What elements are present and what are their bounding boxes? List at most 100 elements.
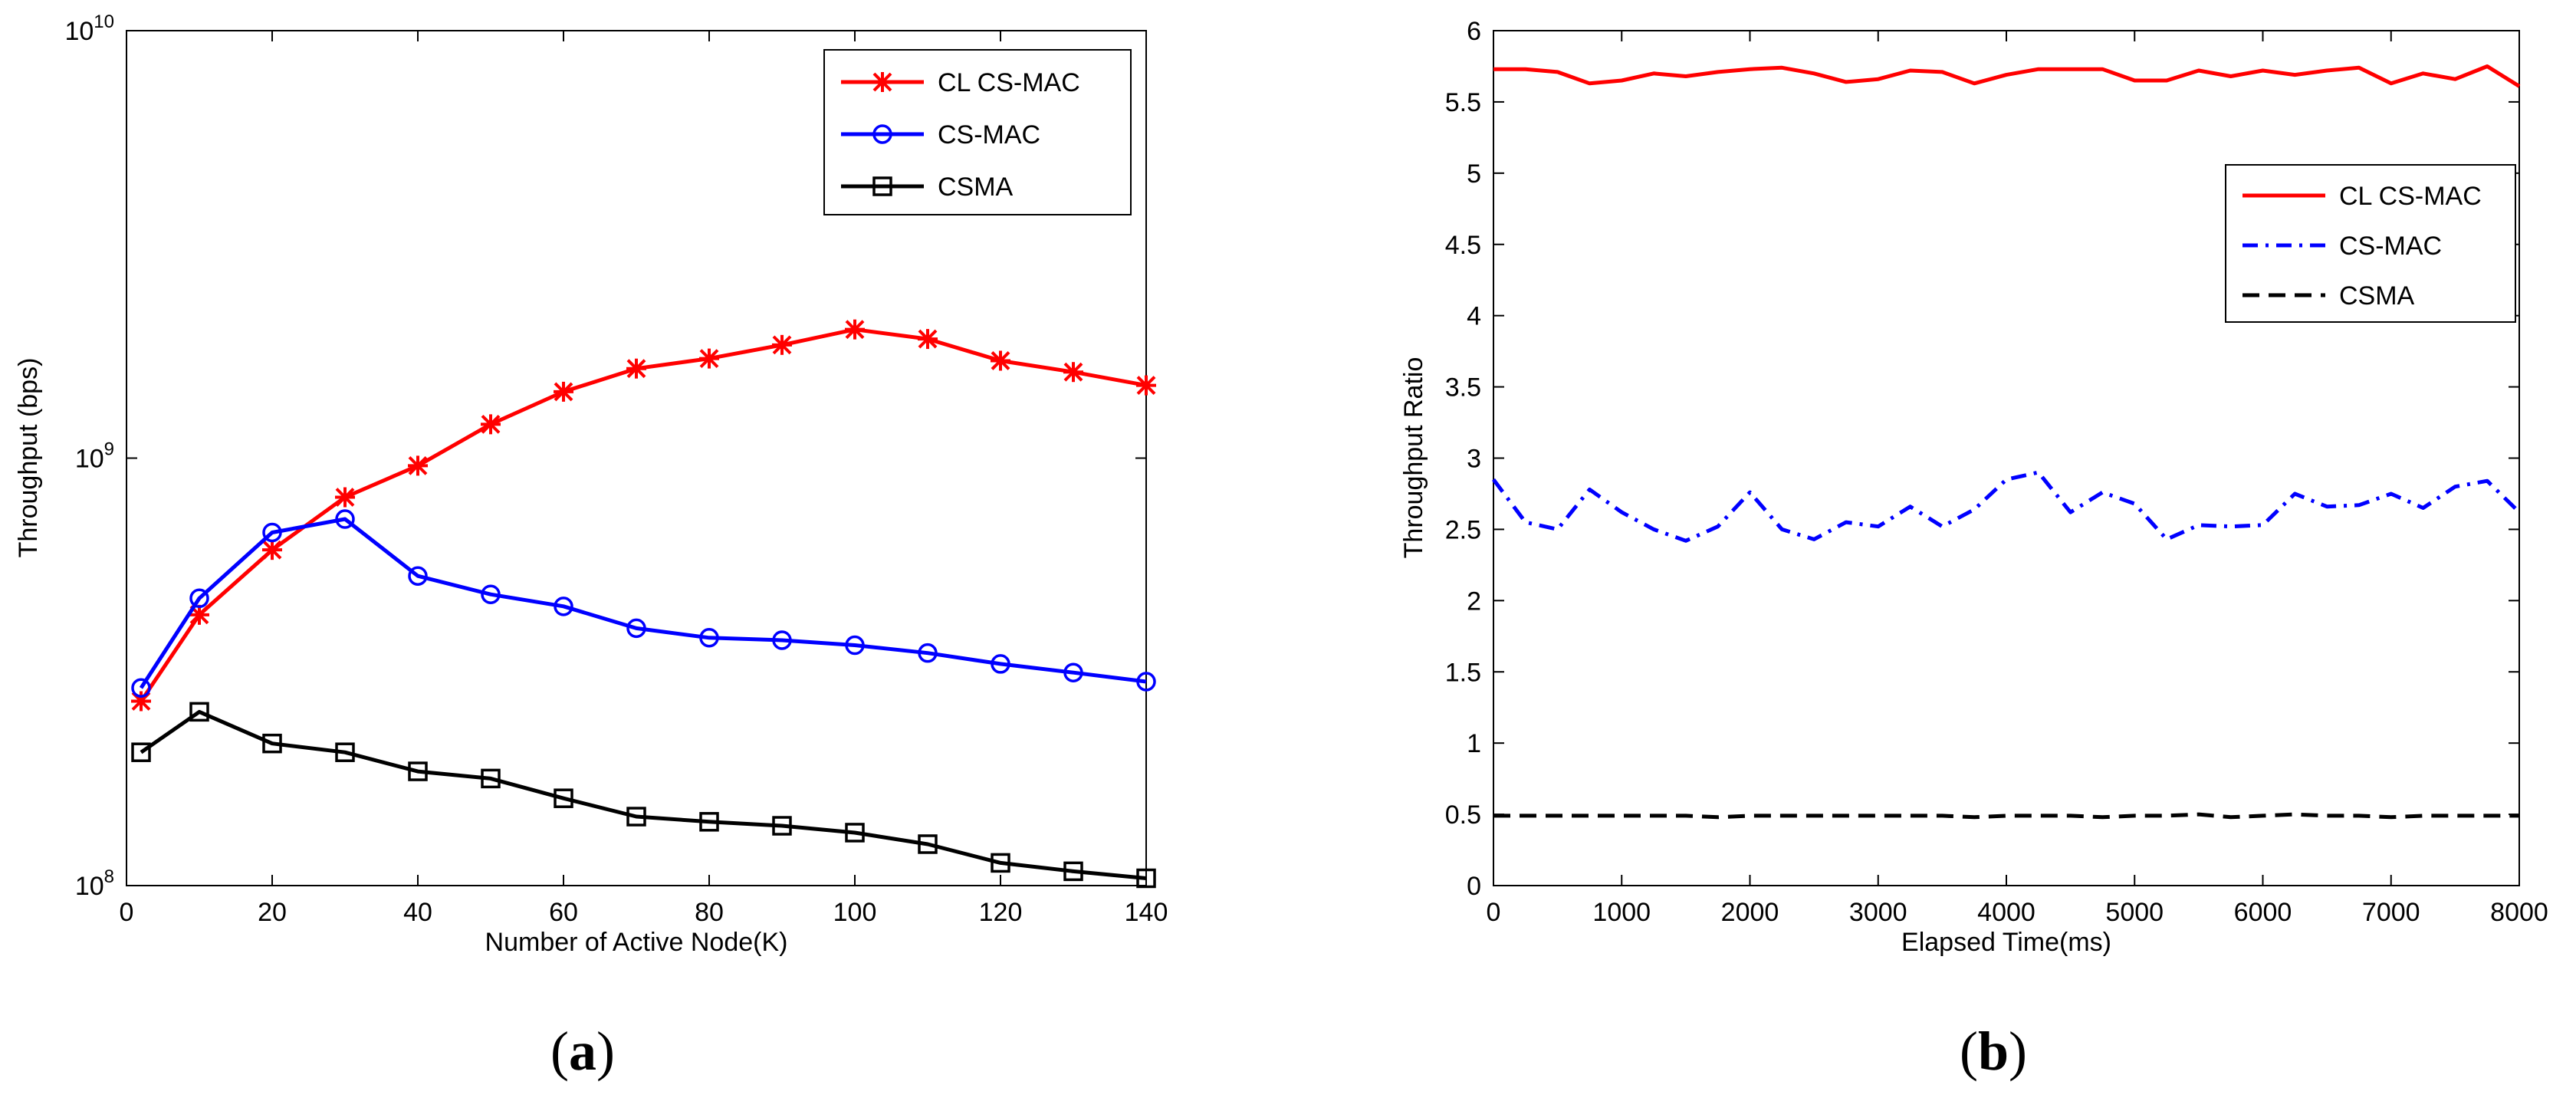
x-tick-label: 7000 [2362, 898, 2420, 927]
x-axis-label-a: Number of Active Node(K) [485, 928, 788, 957]
x-tick-label: 1000 [1592, 898, 1651, 927]
data-point-marker [626, 358, 646, 379]
star-stroke [772, 335, 792, 355]
data-point-marker [554, 788, 573, 808]
y-tick-label: 5.5 [1445, 88, 1481, 117]
y-tick-label-base: 10 [75, 872, 104, 901]
data-point-marker [335, 487, 355, 508]
y-tick-label-exponent: 8 [104, 866, 114, 887]
data-point-marker [335, 742, 355, 762]
panel-label-a: (a) [550, 1021, 615, 1082]
data-point-marker [845, 635, 865, 656]
y-tick-label-exponent: 10 [94, 12, 114, 32]
data-point-marker [1063, 362, 1083, 383]
data-point-marker [408, 566, 428, 586]
star-stroke [845, 320, 865, 340]
data-point-marker [481, 584, 501, 604]
data-point-marker [845, 319, 865, 340]
data-point-marker [408, 455, 428, 476]
y-tick-label: 2.5 [1445, 515, 1481, 544]
legend-label: CSMA [938, 173, 1014, 202]
data-point-marker [554, 597, 573, 616]
data-point-marker [1136, 868, 1156, 889]
data-point-marker [1063, 861, 1083, 882]
legend-label: CL CS-MAC [938, 68, 1080, 97]
y-tick-label: 108 [75, 866, 114, 901]
star-stroke [991, 351, 1010, 370]
series-group-b [1492, 64, 2521, 820]
y-tick-label: 3 [1467, 445, 1481, 474]
x-tick-label: 20 [258, 898, 287, 927]
y-tick-label-base: 10 [64, 17, 94, 46]
legend-marker [872, 176, 892, 196]
legend-label: CS-MAC [938, 120, 1040, 150]
legend-marker [872, 72, 892, 92]
star-stroke [189, 605, 209, 625]
x-tick-label: 2000 [1721, 898, 1779, 927]
x-tick-label: 40 [403, 898, 432, 927]
data-point-marker [131, 742, 151, 762]
y-tick-label: 5 [1467, 159, 1481, 189]
star-stroke [408, 455, 428, 475]
data-point-marker [189, 588, 209, 609]
data-point-marker [772, 334, 792, 355]
panel-label-b-letter: b [1978, 1021, 2009, 1082]
x-tick-label: 100 [833, 898, 877, 927]
data-point-marker [772, 630, 792, 650]
data-point-marker [481, 414, 501, 435]
y-tick-label-exponent: 9 [104, 439, 114, 460]
legend-label: CSMA [2339, 281, 2415, 311]
data-point-marker [991, 853, 1010, 873]
x-tick-label: 0 [1487, 898, 1501, 927]
y-axis-label-b: Throughput Ratio [1399, 357, 1428, 559]
star-stroke [626, 359, 646, 379]
data-point-marker [131, 678, 151, 698]
star-stroke [481, 414, 501, 434]
series-line [139, 517, 1147, 689]
panel-label-b: (b) [1960, 1021, 2027, 1082]
star-stroke [262, 540, 282, 560]
y-tick-label: 4 [1467, 302, 1481, 331]
series-line [1493, 812, 2519, 820]
plot-area-b [1493, 30, 2520, 886]
x-tick-label: 5000 [2105, 898, 2164, 927]
data-point-marker [918, 643, 938, 663]
data-point-marker [262, 733, 282, 754]
data-point-marker [918, 834, 938, 854]
data-point-marker [699, 348, 719, 369]
star-stroke [1063, 362, 1083, 382]
x-tick-label: 3000 [1849, 898, 1907, 927]
x-axis-label-b: Elapsed Time(ms) [1901, 928, 2111, 957]
x-tick-label: 80 [695, 898, 724, 927]
data-point-marker [189, 702, 209, 722]
panel-label-a-letter: a [569, 1021, 596, 1082]
data-point-marker [991, 654, 1010, 674]
y-tick-label: 0.5 [1445, 800, 1481, 830]
star-stroke [699, 349, 719, 369]
data-point-marker [335, 509, 355, 529]
y-tick-label: 109 [75, 439, 114, 474]
x-tick-label: 8000 [2490, 898, 2548, 927]
legend-marker [872, 124, 892, 144]
legend-a: CL CS-MAC CS-MAC CSMA [823, 49, 1132, 215]
data-point-marker [1136, 672, 1156, 692]
data-point-marker [408, 761, 428, 781]
legend-label: CL CS-MAC [2339, 182, 2482, 211]
data-point-marker [699, 628, 719, 648]
data-point-marker [918, 329, 938, 350]
data-point-marker [1063, 662, 1083, 682]
star-stroke [918, 329, 938, 349]
data-point-marker [481, 768, 501, 789]
data-point-marker [626, 807, 646, 827]
data-point-marker [262, 540, 282, 560]
star-stroke [1136, 376, 1156, 395]
x-axis-ticks-a: 0 20 40 60 80 100 120 140 [120, 31, 1168, 927]
data-point-marker [626, 618, 646, 639]
x-tick-label: 140 [1125, 898, 1168, 927]
series-line [140, 709, 1147, 880]
data-point-marker [554, 381, 573, 402]
chart-panel-b: 0 1000 2000 3000 4000 5000 6000 7000 8000 0 0.5 1 1… [1399, 17, 2548, 1082]
